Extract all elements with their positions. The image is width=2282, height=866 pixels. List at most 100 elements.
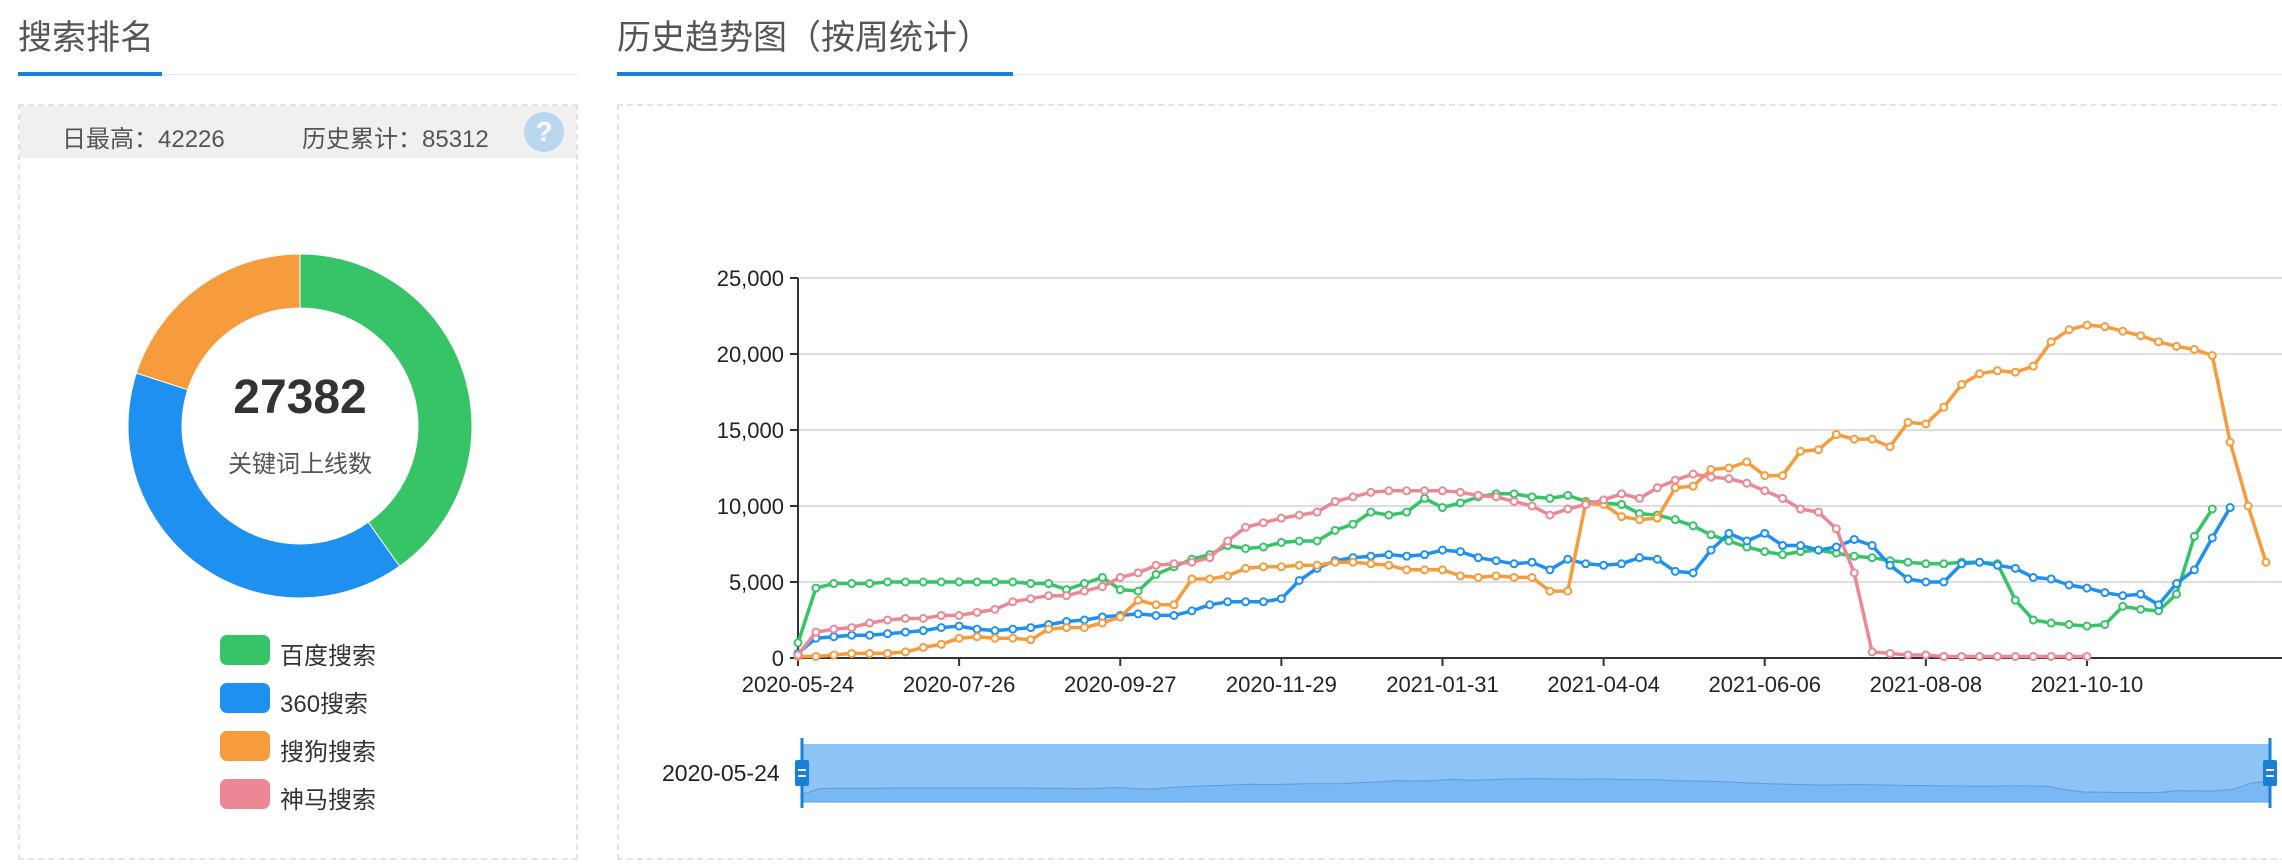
data-point[interactable] (865, 648, 875, 658)
data-point[interactable] (1957, 379, 1967, 389)
data-point[interactable] (1670, 475, 1680, 485)
data-point[interactable] (1760, 471, 1770, 481)
data-point[interactable] (793, 638, 803, 648)
data-point[interactable] (2010, 563, 2020, 573)
data-point[interactable] (2171, 589, 2181, 599)
data-point[interactable] (1079, 615, 1089, 625)
data-point[interactable] (936, 639, 946, 649)
data-point[interactable] (1885, 648, 1895, 658)
data-point[interactable] (829, 632, 839, 642)
data-point[interactable] (990, 604, 1000, 614)
data-point[interactable] (2225, 503, 2235, 513)
data-point[interactable] (2189, 565, 2199, 575)
data-point[interactable] (900, 647, 910, 657)
data-point[interactable] (1455, 571, 1465, 581)
data-point[interactable] (1473, 490, 1483, 500)
data-point[interactable] (2225, 437, 2235, 447)
data-point[interactable] (1545, 510, 1555, 520)
data-point[interactable] (1420, 493, 1430, 503)
data-point[interactable] (2028, 361, 2038, 371)
data-point[interactable] (1670, 515, 1680, 525)
data-point[interactable] (972, 624, 982, 634)
data-point[interactable] (1258, 542, 1268, 552)
data-point[interactable] (1903, 417, 1913, 427)
data-point[interactable] (1491, 556, 1501, 566)
data-point[interactable] (1044, 624, 1054, 634)
data-point[interactable] (1294, 560, 1304, 570)
data-point[interactable] (1796, 541, 1806, 551)
data-point[interactable] (1402, 507, 1412, 517)
data-point[interactable] (1957, 559, 1967, 569)
data-point[interactable] (1187, 606, 1197, 616)
data-point[interactable] (1312, 536, 1322, 546)
data-point[interactable] (1026, 594, 1036, 604)
data-point[interactable] (1509, 559, 1519, 569)
data-point[interactable] (1473, 553, 1483, 563)
data-point[interactable] (1348, 519, 1358, 529)
data-point[interactable] (1133, 595, 1143, 605)
data-point[interactable] (1008, 577, 1018, 587)
data-point[interactable] (1975, 369, 1985, 379)
data-point[interactable] (936, 610, 946, 620)
data-point[interactable] (1778, 493, 1788, 503)
data-point[interactable] (1992, 651, 2002, 661)
data-point[interactable] (2136, 331, 2146, 341)
donut-slice[interactable] (299, 253, 473, 567)
data-point[interactable] (1437, 545, 1447, 555)
data-point[interactable] (1563, 586, 1573, 596)
data-point[interactable] (2207, 533, 2217, 543)
data-point[interactable] (847, 648, 857, 658)
data-point[interactable] (1241, 522, 1251, 532)
data-point[interactable] (954, 610, 964, 620)
data-point[interactable] (1312, 507, 1322, 517)
donut-slice[interactable] (135, 253, 301, 391)
data-point[interactable] (847, 623, 857, 633)
data-point[interactable] (2082, 651, 2092, 661)
data-point[interactable] (1241, 544, 1251, 554)
data-point[interactable] (1903, 574, 1913, 584)
data-point[interactable] (2082, 621, 2092, 631)
data-point[interactable] (1563, 490, 1573, 500)
data-point[interactable] (1491, 571, 1501, 581)
data-point[interactable] (2136, 589, 2146, 599)
data-point[interactable] (1455, 547, 1465, 557)
data-point[interactable] (1115, 572, 1125, 582)
data-point[interactable] (972, 577, 982, 587)
data-point[interactable] (990, 626, 1000, 636)
data-point[interactable] (1581, 559, 1591, 569)
data-point[interactable] (1724, 528, 1734, 538)
data-point[interactable] (1420, 565, 1430, 575)
data-point[interactable] (1706, 465, 1716, 475)
data-point[interactable] (1867, 647, 1877, 657)
data-point[interactable] (1151, 610, 1161, 620)
data-point[interactable] (1724, 536, 1734, 546)
data-point[interactable] (1688, 469, 1698, 479)
data-point[interactable] (1527, 557, 1537, 567)
data-point[interactable] (1652, 554, 1662, 564)
data-point[interactable] (1617, 489, 1627, 499)
data-point[interactable] (1330, 557, 1340, 567)
zoom-handle-left[interactable] (795, 760, 809, 786)
data-point[interactable] (2189, 531, 2199, 541)
data-point[interactable] (847, 630, 857, 640)
data-point[interactable] (1491, 492, 1501, 502)
data-point[interactable] (954, 633, 964, 643)
data-point[interactable] (1760, 547, 1770, 557)
data-point[interactable] (883, 648, 893, 658)
data-point[interactable] (829, 624, 839, 634)
data-point[interactable] (2064, 580, 2074, 590)
data-point[interactable] (1742, 536, 1752, 546)
data-point[interactable] (1599, 495, 1609, 505)
data-point[interactable] (2064, 651, 2074, 661)
data-point[interactable] (1169, 559, 1179, 569)
data-point[interactable] (1026, 623, 1036, 633)
data-point[interactable] (900, 577, 910, 587)
data-point[interactable] (2118, 591, 2128, 601)
data-point[interactable] (2189, 344, 2199, 354)
data-point[interactable] (1097, 582, 1107, 592)
data-point[interactable] (1617, 499, 1627, 509)
data-point[interactable] (1223, 597, 1233, 607)
data-point[interactable] (1706, 530, 1716, 540)
data-point[interactable] (1008, 597, 1018, 607)
data-point[interactable] (2154, 337, 2164, 347)
